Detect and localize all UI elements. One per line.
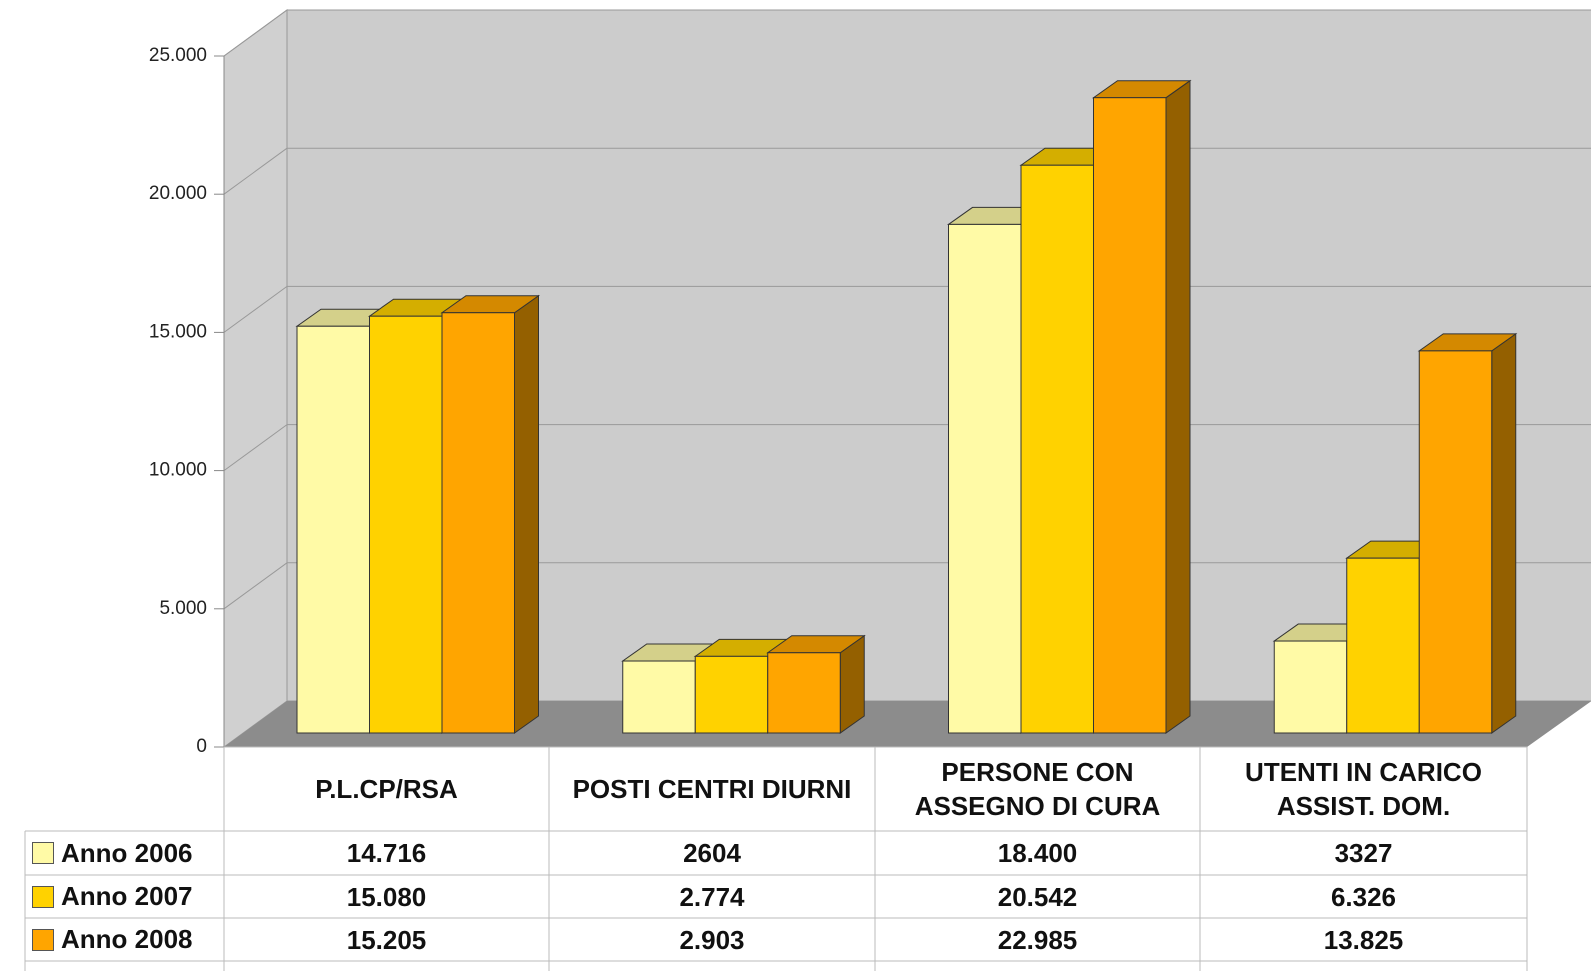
bar xyxy=(369,315,443,734)
legend-label: Anno 2008 xyxy=(61,924,193,954)
legend-entry: Anno 2006 xyxy=(32,831,193,875)
bar xyxy=(1418,350,1493,734)
value-label: 2.774 xyxy=(549,875,875,918)
value-label-text: 15.080 xyxy=(346,881,427,912)
bar-side xyxy=(1491,332,1517,734)
y-tick-label: 10.000 xyxy=(149,460,207,481)
category-label: P.L.CP/RSA xyxy=(224,747,549,831)
value-label: 18.400 xyxy=(875,831,1200,875)
value-label: 15.205 xyxy=(224,918,549,961)
value-label: 22.985 xyxy=(875,918,1200,961)
bar-side xyxy=(514,294,539,734)
grid-line xyxy=(223,285,288,333)
category-label: POSTI CENTRI DIURNI xyxy=(549,747,875,831)
y-tick-label: 5.000 xyxy=(159,598,207,619)
category-label-text: POSTI CENTRI DIURNI xyxy=(572,774,852,804)
bar xyxy=(296,325,370,734)
legend-entry: Anno 2007 xyxy=(32,875,193,918)
value-label: 6.326 xyxy=(1200,875,1527,918)
legend-swatch xyxy=(32,842,54,864)
y-tick-label: 0 xyxy=(196,736,207,757)
y-tick-label: 20.000 xyxy=(149,183,207,204)
bar xyxy=(948,223,1022,734)
y-tick-label: 15.000 xyxy=(149,321,207,342)
value-label-text: 14.716 xyxy=(346,838,427,868)
value-label-text: 2604 xyxy=(683,838,741,868)
legend-entry: Anno 2008 xyxy=(32,918,193,961)
legend-label: Anno 2007 xyxy=(61,881,193,911)
value-label-text: 15.205 xyxy=(346,924,427,955)
value-label: 20.542 xyxy=(875,875,1200,918)
legend-swatch xyxy=(32,885,54,908)
side-wall xyxy=(223,9,288,748)
category-label-text: PERSONE CON ASSEGNO DI CURA xyxy=(914,757,1161,821)
value-label-text: 13.825 xyxy=(1323,924,1404,955)
value-label: 2.903 xyxy=(549,918,875,961)
value-label-text: 6.326 xyxy=(1330,881,1397,912)
legend-swatch xyxy=(32,928,54,951)
value-label: 2604 xyxy=(549,831,875,875)
grid-line xyxy=(223,424,288,472)
grid-line xyxy=(223,9,288,57)
floor xyxy=(224,701,1591,747)
value-label: 3327 xyxy=(1200,831,1527,875)
value-label-text: 2.774 xyxy=(679,881,745,912)
legend-label: Anno 2006 xyxy=(61,837,193,868)
category-label: UTENTI IN CARICO ASSIST. DOM. xyxy=(1200,747,1527,831)
value-label-text: 2.903 xyxy=(679,924,745,955)
bar xyxy=(1093,97,1167,734)
category-label-text: P.L.CP/RSA xyxy=(315,774,458,804)
bar xyxy=(622,660,696,734)
bar xyxy=(694,655,769,734)
value-label-text: 20.542 xyxy=(997,881,1078,912)
value-label-text: 3327 xyxy=(1334,838,1393,868)
grid-line xyxy=(223,147,288,195)
value-label-text: 22.985 xyxy=(997,924,1078,955)
value-label-text: 18.400 xyxy=(997,838,1078,868)
value-label: 14.716 xyxy=(224,831,549,875)
bar xyxy=(767,652,841,734)
value-label: 13.825 xyxy=(1200,918,1527,961)
category-label: PERSONE CON ASSEGNO DI CURA xyxy=(875,747,1200,831)
bar xyxy=(1346,557,1420,734)
category-label-text: UTENTI IN CARICO ASSIST. DOM. xyxy=(1245,757,1482,821)
value-label: 15.080 xyxy=(224,875,549,918)
bar-side xyxy=(1165,79,1191,734)
bar xyxy=(441,312,515,734)
bar xyxy=(1020,164,1094,734)
y-tick-label: 25.000 xyxy=(149,45,207,66)
grid-line xyxy=(223,562,288,610)
bar xyxy=(1273,640,1348,734)
